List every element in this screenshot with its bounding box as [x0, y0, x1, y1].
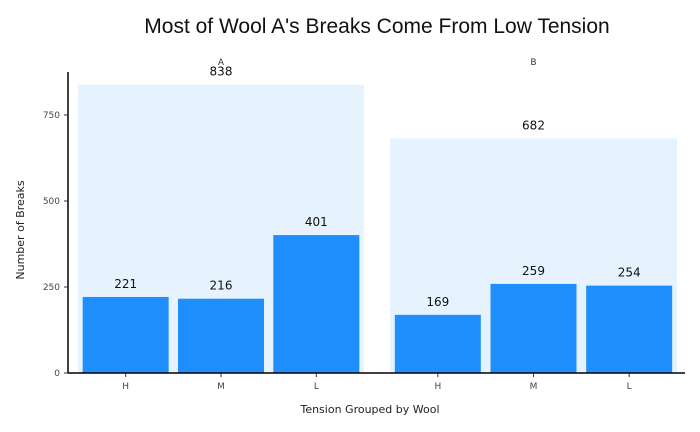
bar-value-label: 401 — [305, 215, 328, 229]
bar-a-h — [82, 296, 169, 373]
total-label-b: 682 — [522, 118, 545, 132]
x-tick-label: H — [434, 382, 441, 392]
x-tick-label: H — [122, 382, 129, 392]
facet-label-b: B — [530, 58, 536, 68]
bar-value-label: 169 — [426, 295, 449, 309]
x-tick-label: M — [217, 382, 225, 392]
x-tick-label: L — [627, 382, 632, 392]
y-tick-label: 0 — [54, 369, 60, 379]
chart-title: Most of Wool A's Breaks Come From Low Te… — [144, 15, 609, 38]
bar-b-l — [586, 285, 673, 373]
bar-a-m — [178, 298, 264, 373]
x-tick-label: L — [314, 382, 319, 392]
bar-b-h — [394, 314, 481, 373]
y-tick-label: 500 — [43, 197, 60, 207]
bar-value-label: 259 — [522, 264, 545, 278]
x-axis-title: Tension Grouped by Wool — [299, 403, 439, 416]
bar-value-label: 221 — [114, 277, 137, 291]
y-axis-title: Number of Breaks — [14, 180, 27, 279]
bar-value-label: 254 — [618, 266, 641, 280]
bar-value-label: 216 — [210, 279, 233, 293]
y-tick-label: 750 — [43, 111, 60, 121]
bar-b-m — [490, 283, 577, 373]
y-tick-label: 250 — [43, 283, 60, 293]
x-tick-label: M — [530, 382, 538, 392]
facet-label-a: A — [218, 58, 225, 68]
total-label-a: 838 — [210, 65, 233, 79]
bar-a-l — [273, 235, 360, 373]
